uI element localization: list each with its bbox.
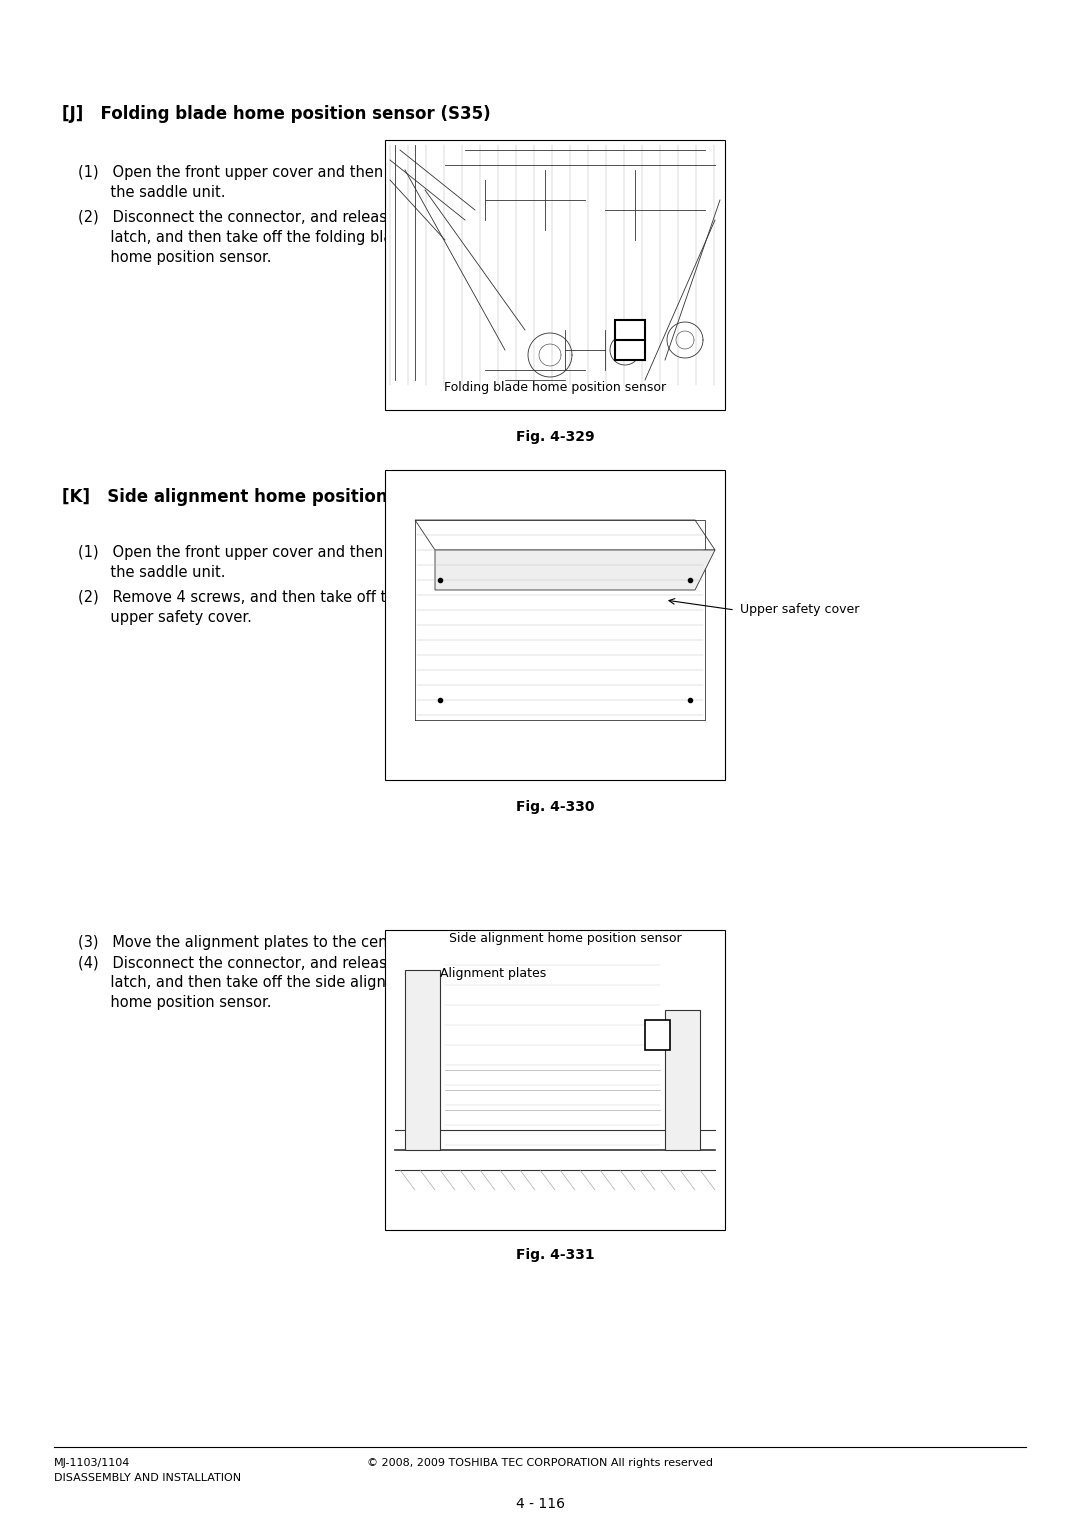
- Text: Fig. 4-329: Fig. 4-329: [515, 431, 594, 444]
- Text: (1)   Open the front upper cover and then pull out: (1) Open the front upper cover and then …: [78, 165, 444, 180]
- Bar: [384, 930, 725, 1231]
- Bar: [384, 470, 725, 780]
- Text: latch, and then take off the folding blade: latch, and then take off the folding bla…: [78, 231, 410, 244]
- Text: (1)   Open the front upper cover and then pull out: (1) Open the front upper cover and then …: [78, 545, 444, 560]
- Bar: [384, 140, 725, 411]
- Text: [K]   Side alignment home position sensor (S36): [K] Side alignment home position sensor …: [62, 489, 512, 505]
- Text: (4)   Disconnect the connector, and release the: (4) Disconnect the connector, and releas…: [78, 954, 424, 970]
- Text: (2)   Remove 4 screws, and then take off the: (2) Remove 4 screws, and then take off t…: [78, 589, 405, 605]
- Polygon shape: [435, 550, 715, 589]
- Text: MJ-1103/1104: MJ-1103/1104: [54, 1458, 131, 1467]
- Text: [J]   Folding blade home position sensor (S35): [J] Folding blade home position sensor (…: [62, 105, 490, 124]
- Bar: [405, 970, 440, 1150]
- Text: (2)   Disconnect the connector, and release the: (2) Disconnect the connector, and releas…: [78, 211, 424, 224]
- Text: Upper safety cover: Upper safety cover: [740, 603, 860, 617]
- Text: home position sensor.: home position sensor.: [78, 996, 271, 1009]
- Bar: [645, 1020, 670, 1051]
- Text: upper safety cover.: upper safety cover.: [78, 609, 252, 625]
- Text: Fig. 4-330: Fig. 4-330: [516, 800, 594, 814]
- Text: the saddle unit.: the saddle unit.: [78, 565, 226, 580]
- Text: Fig. 4-331: Fig. 4-331: [515, 1248, 594, 1261]
- Text: Alignment plates: Alignment plates: [440, 967, 546, 980]
- Text: DISASSEMBLY AND INSTALLATION: DISASSEMBLY AND INSTALLATION: [54, 1474, 241, 1483]
- Text: the saddle unit.: the saddle unit.: [78, 185, 226, 200]
- Text: latch, and then take off the side alignment: latch, and then take off the side alignm…: [78, 976, 424, 989]
- Text: home position sensor.: home position sensor.: [78, 250, 271, 266]
- Text: 4 - 116: 4 - 116: [515, 1496, 565, 1512]
- Text: Folding blade home position sensor: Folding blade home position sensor: [444, 382, 666, 394]
- Text: © 2008, 2009 TOSHIBA TEC CORPORATION All rights reserved: © 2008, 2009 TOSHIBA TEC CORPORATION All…: [367, 1458, 713, 1467]
- Bar: [615, 321, 645, 360]
- Text: (3)   Move the alignment plates to the center.: (3) Move the alignment plates to the cen…: [78, 935, 411, 950]
- Text: Side alignment home position sensor: Side alignment home position sensor: [448, 931, 681, 945]
- Bar: [665, 1009, 700, 1150]
